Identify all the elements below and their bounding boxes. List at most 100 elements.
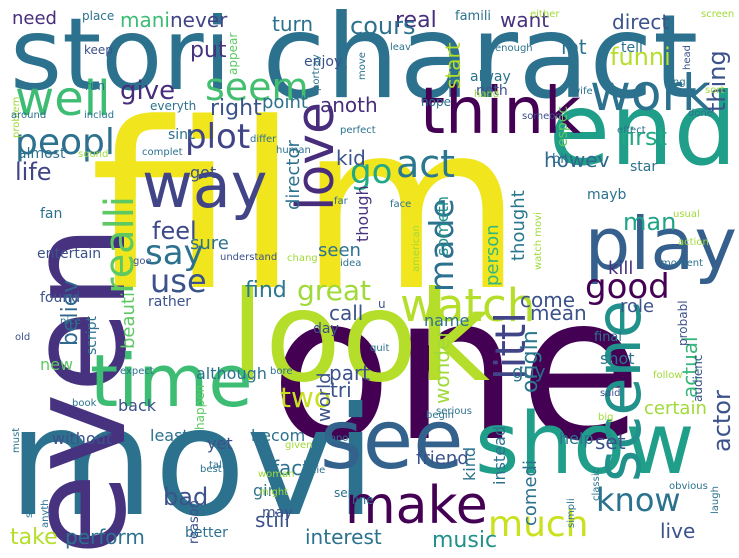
word-beauti: beauti [118,291,139,349]
word-book: book [72,398,97,409]
word-includ: includ [84,110,115,121]
word-almost: almost [18,146,66,162]
word-work: work [590,64,711,122]
word-move: move [357,51,368,80]
word-expect: expect [120,366,154,377]
word-say: say [145,233,204,273]
word-portray: portray [311,53,322,91]
word-world: world [314,371,335,422]
word-thought: thought [508,189,529,261]
word-kind: kind [460,446,479,481]
word-mani: mani [120,8,170,32]
word-alway: alway [470,69,511,85]
word-might: might [259,487,289,498]
word-keep: keep [84,43,113,57]
word-head: head [682,44,693,70]
word-give: give [120,76,176,106]
word-feel: feel [152,217,197,245]
word-mean: mean [530,301,587,325]
word-go: go [350,152,393,192]
word-put: put [190,38,227,63]
word-quit: quit [370,343,390,354]
word-begin: begin [426,410,454,421]
word-mayb: mayb [587,187,627,203]
word-see: see [320,393,464,488]
word-right: right [210,96,262,121]
word-watch: watch [400,279,536,332]
word-seem: seem [205,65,309,109]
word-idea: idea [340,258,362,269]
word-sound: sound [78,149,109,160]
word-peopl: peopl [15,122,115,163]
word-least: least [150,426,189,445]
word-music: music [432,528,498,553]
word-hope: hope [421,95,451,109]
word-done: done [688,108,713,119]
word-certain: certain [644,398,707,419]
word-end: end [548,71,737,188]
word-hand: hand [474,89,500,100]
word-chang: chang [287,253,318,264]
word-said: said [600,388,621,399]
word-found: found [40,290,81,306]
word-direct: direct [612,10,670,34]
word-script: script [84,315,100,355]
word-perform: perform [65,525,145,549]
word-friend: friend [416,448,469,469]
word-suppos: suppos [318,433,354,444]
word-make: make [345,476,488,536]
word-howev: howev [544,148,610,172]
word-show: show [475,395,695,494]
word-watch-movi: watch movi [533,211,544,270]
word-part: part [329,361,371,385]
word-two: two [280,381,332,414]
word-final: final [594,330,623,345]
word-turn: turn [272,12,314,36]
word-way: way [142,149,268,222]
word-one: one [270,253,643,486]
word-fact: fact [272,456,311,480]
word-man: man [623,208,677,236]
word-bit: bit [552,152,569,167]
word-sinc: sinc [168,127,196,143]
word-stori: stori [10,0,232,113]
word-differ: differ [250,134,277,145]
word-must: must [11,427,22,454]
word-got: got [190,163,217,182]
word-human: human [276,145,311,156]
word-given: given [285,440,313,451]
word-talk: talk [209,460,228,471]
word-complet: complet [142,147,183,158]
word-anoth: anoth [320,93,378,117]
word-line: line [352,493,374,507]
word-interest: interest [305,525,382,549]
word-act: act [396,142,456,186]
word-nice: nice [60,316,81,327]
word-role: role [620,296,655,317]
word-look: look [230,265,491,410]
word-leav: leav [390,42,411,53]
word-take: take [10,525,58,550]
word-serious: serious [436,406,472,417]
word-tri: tri [330,378,352,402]
word-lot: lot [561,35,587,59]
word-tell: tell [621,40,643,56]
word-enjoy: enjoy [304,54,343,70]
word-famili: famili [455,9,492,24]
word-actor: actor [708,389,736,452]
word-know: know [596,481,681,519]
word-find: find [245,278,287,303]
word-around: around [11,110,47,121]
word-wife: wife [572,86,593,97]
word-better: better [185,525,228,541]
word-guy: guy [512,362,546,383]
word-face: face [390,199,412,210]
word-day: day [313,321,339,337]
word-sure: sure [190,233,229,254]
word-funni: funni [610,43,671,71]
word-u: u [378,297,386,311]
word-think: think [420,75,582,149]
word-good: good [585,267,670,307]
word-person: person [482,223,503,286]
word-everyth: everyth [150,99,197,113]
